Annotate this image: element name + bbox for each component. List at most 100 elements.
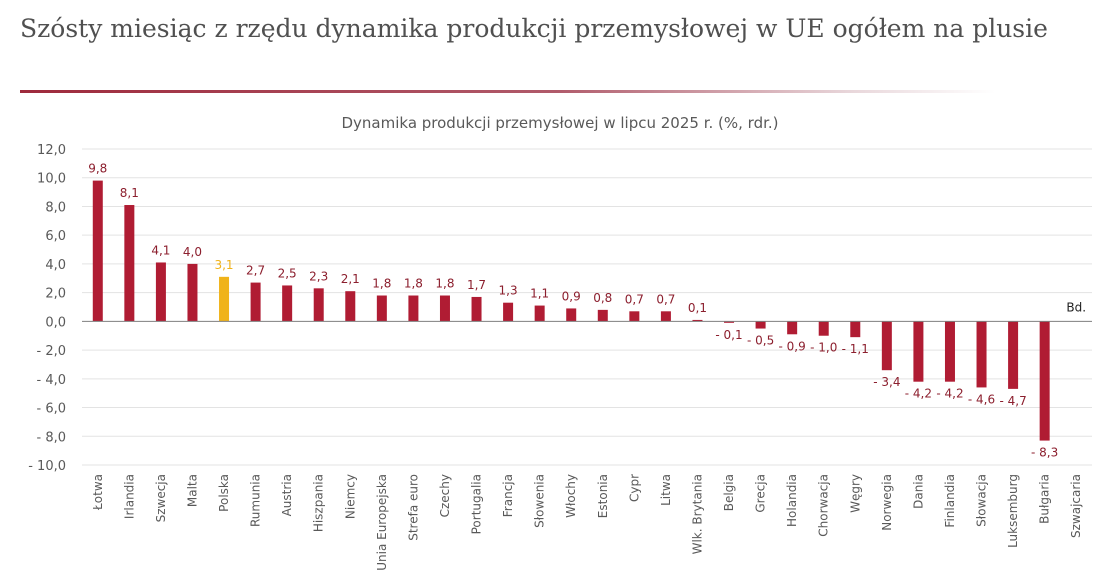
x-tick-label: Grecja <box>754 474 768 513</box>
value-label: 1,1 <box>530 287 549 301</box>
value-label: - 1,1 <box>842 342 869 356</box>
y-tick-label: 0,0 <box>45 315 66 330</box>
bar <box>850 321 861 338</box>
x-tick-label: Strefa euro <box>406 474 420 541</box>
y-tick-label: - 10,0 <box>28 459 66 474</box>
x-tick-label: Austria <box>280 474 294 516</box>
bar <box>534 305 545 322</box>
x-tick-label: Słowenia <box>533 474 547 528</box>
x-tick-label: Węgry <box>848 474 862 513</box>
x-tick-label: Portugalia <box>470 474 484 534</box>
value-label: - 3,4 <box>873 375 900 389</box>
x-tick-label: Bułgaria <box>1038 474 1052 524</box>
title-divider <box>20 90 995 93</box>
bar <box>313 288 324 322</box>
bar <box>660 311 671 322</box>
y-tick-label: 12,0 <box>37 143 66 158</box>
y-tick-label: - 4,0 <box>37 373 67 388</box>
value-label: 2,5 <box>278 266 297 280</box>
value-label: - 4,2 <box>936 387 963 401</box>
y-tick-label: 6,0 <box>45 229 66 244</box>
value-label: - 4,6 <box>968 392 995 406</box>
bar <box>250 282 261 322</box>
x-tick-label: Niemcy <box>343 474 357 519</box>
x-tick-label: Łotwa <box>91 474 105 511</box>
bar <box>124 205 135 322</box>
value-label: Bd. <box>1066 300 1086 314</box>
value-label: 4,1 <box>151 243 170 257</box>
bar <box>408 295 419 322</box>
value-label: - 1,0 <box>810 341 837 355</box>
bar <box>92 180 103 322</box>
x-tick-label: Szwecja <box>154 474 168 522</box>
value-label: 1,7 <box>467 278 486 292</box>
bar <box>155 262 166 322</box>
bar <box>503 302 514 322</box>
value-label: 1,3 <box>499 284 518 298</box>
y-tick-label: 10,0 <box>37 172 66 187</box>
bar <box>629 311 640 322</box>
x-tick-label: Słowacja <box>975 474 989 527</box>
bar <box>818 321 829 336</box>
bar <box>219 276 230 322</box>
value-label: 8,1 <box>120 186 139 200</box>
x-tick-label: Unia Europejska <box>375 474 389 571</box>
x-tick-label: Francja <box>501 474 515 517</box>
y-tick-label: - 6,0 <box>37 402 67 417</box>
value-label: - 4,2 <box>905 387 932 401</box>
bar <box>439 295 450 322</box>
bar <box>471 296 482 322</box>
x-tick-label: Malta <box>185 474 199 507</box>
value-label: 0,7 <box>656 292 675 306</box>
x-tick-label: Czechy <box>438 474 452 517</box>
bar <box>376 295 387 322</box>
x-tick-label: Wlk. Brytania <box>690 474 704 554</box>
x-tick-label: Irlandia <box>122 474 136 519</box>
x-tick-label: Chorwacja <box>817 474 831 537</box>
bars <box>92 180 1050 441</box>
value-label: - 0,1 <box>715 328 742 342</box>
chart-title: Dynamika produkcji przemysłowej w lipcu … <box>341 114 778 132</box>
y-tick-label: - 2,0 <box>37 344 67 359</box>
x-tick-label: Włochy <box>564 474 578 518</box>
y-tick-label: 4,0 <box>45 258 66 273</box>
value-label: - 0,9 <box>779 339 806 353</box>
bar <box>976 321 987 388</box>
x-tick-label: Dania <box>911 474 925 509</box>
bar <box>597 309 608 322</box>
bar <box>787 321 798 335</box>
x-tick-label: Holandia <box>785 474 799 527</box>
value-label: 1,8 <box>435 277 454 291</box>
value-label: - 4,7 <box>999 394 1026 408</box>
y-tick-label: 2,0 <box>45 287 66 302</box>
bar <box>881 321 892 371</box>
value-label: 2,1 <box>341 272 360 286</box>
value-labels: 9,8 8,1 4,1 4,0 3,1 2,7 2,5 2,3 2,1 1,8 1,8 1,8 1,7 1… <box>88 162 1086 460</box>
value-label: 0,7 <box>625 292 644 306</box>
x-tick-label: Norwegia <box>880 474 894 531</box>
bar <box>1039 321 1050 441</box>
x-tick-label: Rumunia <box>249 474 263 527</box>
y-tick-label: - 8,0 <box>37 430 67 445</box>
y-axis: 12,0 10,0 8,0 6,0 4,0 2,0 0,0 - 2,0 - 4,0 - 6,0 - … <box>28 143 66 474</box>
x-axis: Łotwa Irlandia Szwecja Malta Polska Rumunia Au… <box>91 474 1083 571</box>
bar <box>187 263 198 322</box>
value-label: 3,1 <box>214 258 233 272</box>
bar <box>755 321 766 329</box>
x-tick-label: Hiszpania <box>312 474 326 532</box>
value-label: 9,8 <box>88 162 107 176</box>
x-tick-label: Polska <box>217 474 231 512</box>
page-title: Szósty miesiąc z rzędu dynamika produkcj… <box>20 14 1048 43</box>
bar <box>566 308 577 322</box>
bar <box>724 321 735 323</box>
x-tick-label: Szwajcaria <box>1069 474 1083 538</box>
bar <box>692 319 703 322</box>
value-label: - 8,3 <box>1031 446 1058 460</box>
x-tick-label: Cypr <box>627 474 641 502</box>
value-label: 0,8 <box>593 291 612 305</box>
value-label: 1,8 <box>404 277 423 291</box>
y-tick-label: 8,0 <box>45 200 66 215</box>
bar <box>282 285 293 322</box>
x-tick-label: Litwa <box>659 474 673 506</box>
